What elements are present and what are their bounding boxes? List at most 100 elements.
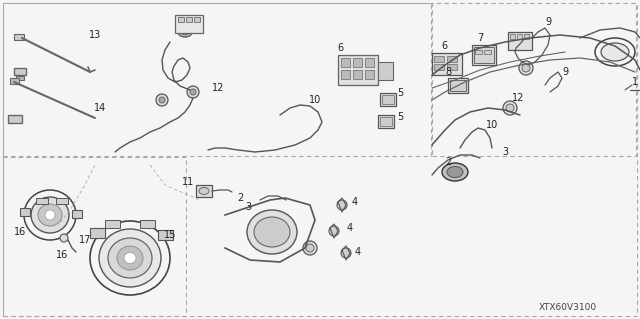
- Text: 8: 8: [445, 67, 451, 77]
- Text: 11: 11: [182, 177, 194, 187]
- Bar: [158, 230, 173, 240]
- Circle shape: [159, 97, 165, 103]
- Circle shape: [187, 86, 199, 98]
- Bar: [178, 17, 184, 22]
- Bar: [10, 78, 19, 84]
- Bar: [341, 70, 350, 79]
- Bar: [378, 62, 393, 80]
- Bar: [338, 55, 378, 85]
- Text: 17: 17: [79, 235, 91, 245]
- Bar: [186, 17, 192, 22]
- Ellipse shape: [442, 163, 468, 181]
- Text: 14: 14: [94, 103, 106, 113]
- Bar: [353, 70, 362, 79]
- Bar: [474, 47, 494, 63]
- Circle shape: [190, 89, 196, 95]
- Bar: [432, 3, 636, 156]
- Bar: [434, 64, 444, 70]
- Bar: [380, 93, 396, 106]
- Ellipse shape: [199, 188, 209, 195]
- Circle shape: [156, 94, 168, 106]
- Text: 12: 12: [212, 83, 224, 93]
- Text: 13: 13: [89, 30, 101, 40]
- Bar: [448, 78, 468, 93]
- Bar: [450, 80, 466, 91]
- Text: XTX60V3100: XTX60V3100: [539, 303, 597, 313]
- Ellipse shape: [124, 253, 136, 263]
- Text: 7: 7: [477, 33, 483, 43]
- Text: 15: 15: [164, 230, 176, 240]
- Ellipse shape: [31, 197, 69, 233]
- Ellipse shape: [254, 217, 290, 247]
- Bar: [472, 45, 496, 65]
- Circle shape: [329, 226, 339, 236]
- Bar: [341, 58, 350, 67]
- Text: 2: 2: [445, 157, 451, 167]
- Circle shape: [337, 200, 347, 210]
- Ellipse shape: [117, 246, 143, 270]
- Text: 12: 12: [512, 93, 524, 103]
- Text: 4: 4: [347, 223, 353, 233]
- Text: 10: 10: [309, 95, 321, 105]
- Bar: [432, 53, 462, 75]
- Ellipse shape: [45, 210, 55, 220]
- Bar: [353, 58, 362, 67]
- Circle shape: [519, 61, 533, 75]
- Bar: [194, 17, 200, 22]
- Bar: [105, 220, 120, 228]
- Text: 10: 10: [486, 120, 498, 130]
- Bar: [382, 95, 394, 104]
- Bar: [447, 56, 457, 62]
- Bar: [380, 117, 392, 126]
- Bar: [524, 34, 529, 39]
- Bar: [196, 185, 212, 197]
- Bar: [56, 198, 68, 204]
- Bar: [14, 68, 26, 75]
- Bar: [475, 50, 482, 54]
- Text: 6: 6: [441, 41, 447, 51]
- Text: 9: 9: [562, 67, 568, 77]
- Ellipse shape: [447, 167, 463, 177]
- Bar: [365, 70, 374, 79]
- Bar: [72, 210, 82, 218]
- Bar: [3, 157, 186, 316]
- Bar: [14, 34, 24, 40]
- Text: 3: 3: [245, 202, 251, 212]
- Bar: [508, 32, 532, 50]
- Text: 5: 5: [397, 88, 403, 98]
- Bar: [434, 56, 444, 62]
- Bar: [90, 228, 105, 238]
- Text: 16: 16: [56, 250, 68, 260]
- Text: 16: 16: [14, 227, 26, 237]
- Circle shape: [306, 244, 314, 252]
- Bar: [484, 50, 491, 54]
- Bar: [365, 58, 374, 67]
- Circle shape: [503, 101, 517, 115]
- Text: 4: 4: [355, 247, 361, 257]
- Bar: [140, 220, 155, 228]
- Bar: [36, 198, 48, 204]
- Bar: [8, 115, 22, 123]
- Bar: [16, 76, 24, 80]
- Text: 9: 9: [545, 17, 551, 27]
- Bar: [510, 34, 515, 39]
- Text: 3: 3: [502, 147, 508, 157]
- Ellipse shape: [99, 229, 161, 287]
- Bar: [175, 15, 203, 33]
- Text: 2: 2: [237, 193, 243, 203]
- Ellipse shape: [181, 29, 189, 35]
- Ellipse shape: [601, 43, 629, 61]
- Text: 4: 4: [352, 197, 358, 207]
- Bar: [3, 3, 431, 156]
- Circle shape: [60, 234, 68, 242]
- Circle shape: [341, 248, 351, 258]
- Bar: [517, 34, 522, 39]
- Text: 5: 5: [397, 112, 403, 122]
- Circle shape: [303, 241, 317, 255]
- Bar: [20, 208, 30, 216]
- Circle shape: [522, 64, 530, 72]
- Ellipse shape: [108, 238, 152, 278]
- Bar: [378, 115, 394, 128]
- Circle shape: [506, 104, 514, 112]
- Bar: [447, 64, 457, 70]
